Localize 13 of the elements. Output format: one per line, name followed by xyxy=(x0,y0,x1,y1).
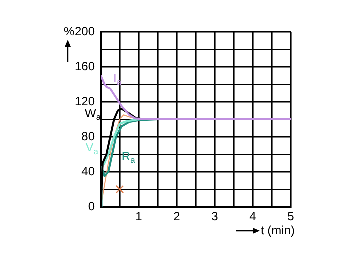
y-tick-label: 0 xyxy=(88,199,96,214)
x-axis-title: t (min) xyxy=(261,223,295,238)
y-tick-label: 80 xyxy=(82,129,96,144)
y-axis-title: % xyxy=(64,24,75,38)
x-tick-label: 3 xyxy=(212,209,219,224)
y-tick-label: 40 xyxy=(82,164,96,178)
y-tick-label: 200 xyxy=(74,24,96,38)
y-tick-label: 120 xyxy=(74,94,96,108)
x-tick-label: 2 xyxy=(174,209,181,224)
y-tick-label: 160 xyxy=(74,59,96,74)
x-tick-label: 5 xyxy=(288,209,295,224)
x-tick-label: 1 xyxy=(136,209,143,224)
x-tick-label: 4 xyxy=(250,209,257,224)
